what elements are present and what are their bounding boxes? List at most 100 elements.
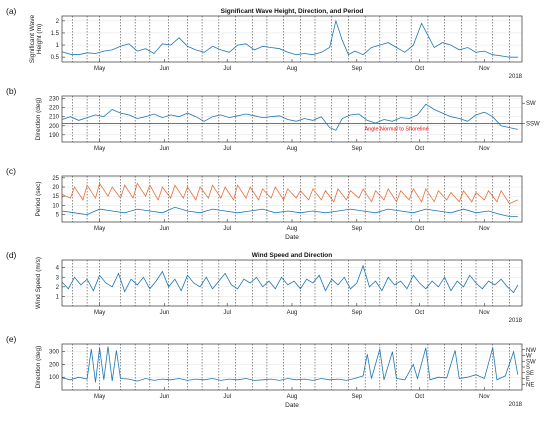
x-tick-label: Nov [479, 146, 490, 152]
right-axis-label: NE [526, 382, 534, 388]
y-axis-label-line: Direction (deg) [35, 346, 42, 389]
panel-5: (e) 100 200 300 May Jun Jul Aug Sep Oct Nov 2018 Dat… [6, 334, 536, 409]
x-tick-label: Jun [160, 146, 170, 152]
plot-frame [61, 95, 523, 143]
right-axis-label: SW [526, 101, 536, 107]
x-tick-label: Oct [415, 66, 425, 72]
series-line-1 [61, 182, 518, 205]
y-tick-label: 20 [52, 185, 59, 191]
series-line-1 [61, 264, 519, 294]
x-tick-label: Oct [415, 394, 425, 400]
y-tick-label: 3 [56, 275, 60, 281]
x-tick-label: Nov [479, 226, 490, 232]
plot-frame [61, 343, 523, 391]
panel-label: (d) [6, 250, 17, 260]
year-label: 2018 [509, 318, 523, 324]
y-tick-label: 200 [49, 362, 60, 368]
x-tick-label: Jul [223, 310, 231, 316]
right-axis-label: SW [526, 359, 536, 365]
right-axis-label: SE [526, 371, 534, 377]
x-tick-label: Aug [287, 394, 298, 400]
x-tick-label: Sep [351, 66, 362, 72]
shoreline-normal-label: Angle Normal to Shoreline [364, 127, 428, 133]
right-axis-label: SSW [526, 122, 540, 128]
y-tick-label: 1 [56, 294, 60, 300]
x-axis-label: Date [285, 402, 299, 409]
plot-frame [61, 175, 523, 223]
y-tick-label: 190 [49, 133, 60, 139]
x-tick-label: Jun [160, 66, 170, 72]
y-axis-label: Period (sec) [35, 181, 42, 216]
y-tick-label: 1 [56, 43, 60, 49]
x-tick-label: Jun [160, 394, 170, 400]
y-tick-label: 4 [56, 266, 60, 272]
right-axis-label: NW [526, 348, 536, 354]
y-axis-label: Direction (deg) [35, 98, 42, 141]
right-axis-label: S [526, 365, 530, 371]
y-axis-label-line: Height (m) [36, 24, 43, 54]
x-tick-label: May [94, 310, 105, 316]
x-tick-label: Sep [351, 226, 362, 232]
series-line-2 [61, 206, 518, 217]
y-tick-label: 25 [52, 176, 59, 182]
y-tick-label: 300 [49, 350, 60, 356]
x-tick-label: Jul [223, 394, 231, 400]
series-line-1 [61, 346, 519, 383]
y-axis-label: Significant WaveHeight (m) [29, 15, 43, 64]
x-tick-label: May [94, 66, 105, 72]
y-axis-label: Direction (deg) [35, 346, 42, 389]
x-tick-label: Nov [479, 394, 490, 400]
x-tick-label: Oct [415, 310, 425, 316]
plot-frame [61, 15, 523, 63]
panel-label: (e) [6, 334, 17, 344]
panel-3: (c) 5 10 15 20 25 May Jun Jul Aug Sep Oct Nov Date Per… [6, 166, 523, 241]
y-tick-label: 230 [49, 97, 60, 103]
panel-2: (b) 190 200 210 220 230 Angle Normal to Shorel… [6, 86, 540, 152]
year-label: 2018 [509, 402, 523, 408]
x-tick-label: Jun [160, 310, 170, 316]
series-line-1 [61, 19, 518, 58]
right-axis-label: E [526, 377, 530, 383]
x-tick-label: May [94, 226, 105, 232]
y-tick-label: 200 [49, 124, 60, 130]
x-tick-label: Jul [223, 66, 231, 72]
x-tick-label: Jun [160, 226, 170, 232]
panel-title: Significant Wave Height, Direction, and … [221, 8, 364, 15]
x-tick-label: Aug [287, 310, 298, 316]
y-axis-label-line: Direction (deg) [35, 98, 42, 141]
x-tick-label: Nov [479, 66, 490, 72]
x-tick-label: Aug [287, 146, 298, 152]
x-tick-label: Aug [287, 66, 298, 72]
y-tick-label: 0.5 [51, 55, 60, 61]
y-tick-label: 220 [49, 106, 60, 112]
panel-1: (a) Significant Wave Height, Direction, a… [6, 6, 523, 80]
panel-4: (d) Wind Speed and Direction 1 2 3 4 May Jun Jul… [6, 250, 523, 324]
right-axis-label: W [526, 354, 532, 360]
panel-title: Wind Speed and Direction [252, 252, 333, 259]
series-line-1 [61, 103, 518, 131]
y-tick-label: 1.5 [51, 31, 60, 37]
panel-label: (c) [6, 166, 16, 176]
x-tick-label: Aug [287, 226, 298, 232]
y-tick-label: 2 [56, 19, 60, 25]
y-tick-label: 100 [49, 375, 60, 381]
x-tick-label: Sep [351, 146, 362, 152]
x-tick-label: Nov [479, 310, 490, 316]
x-tick-label: May [94, 394, 105, 400]
panel-label: (b) [6, 86, 17, 96]
y-tick-label: 10 [52, 203, 59, 209]
panel-label: (a) [6, 6, 17, 16]
y-tick-label: 210 [49, 115, 60, 121]
y-axis-label-line: Significant Wave [29, 15, 36, 64]
year-label: 2018 [509, 74, 523, 80]
y-tick-label: 2 [56, 285, 60, 291]
x-axis-label: Date [285, 234, 299, 241]
y-axis-label-line: Wind Speed (m/s) [35, 257, 42, 309]
y-axis-label-line: Period (sec) [35, 181, 42, 216]
x-tick-label: May [94, 146, 105, 152]
x-tick-label: Oct [415, 146, 425, 152]
y-tick-label: 15 [52, 194, 59, 200]
x-tick-label: Jul [223, 226, 231, 232]
x-tick-label: Oct [415, 226, 425, 232]
